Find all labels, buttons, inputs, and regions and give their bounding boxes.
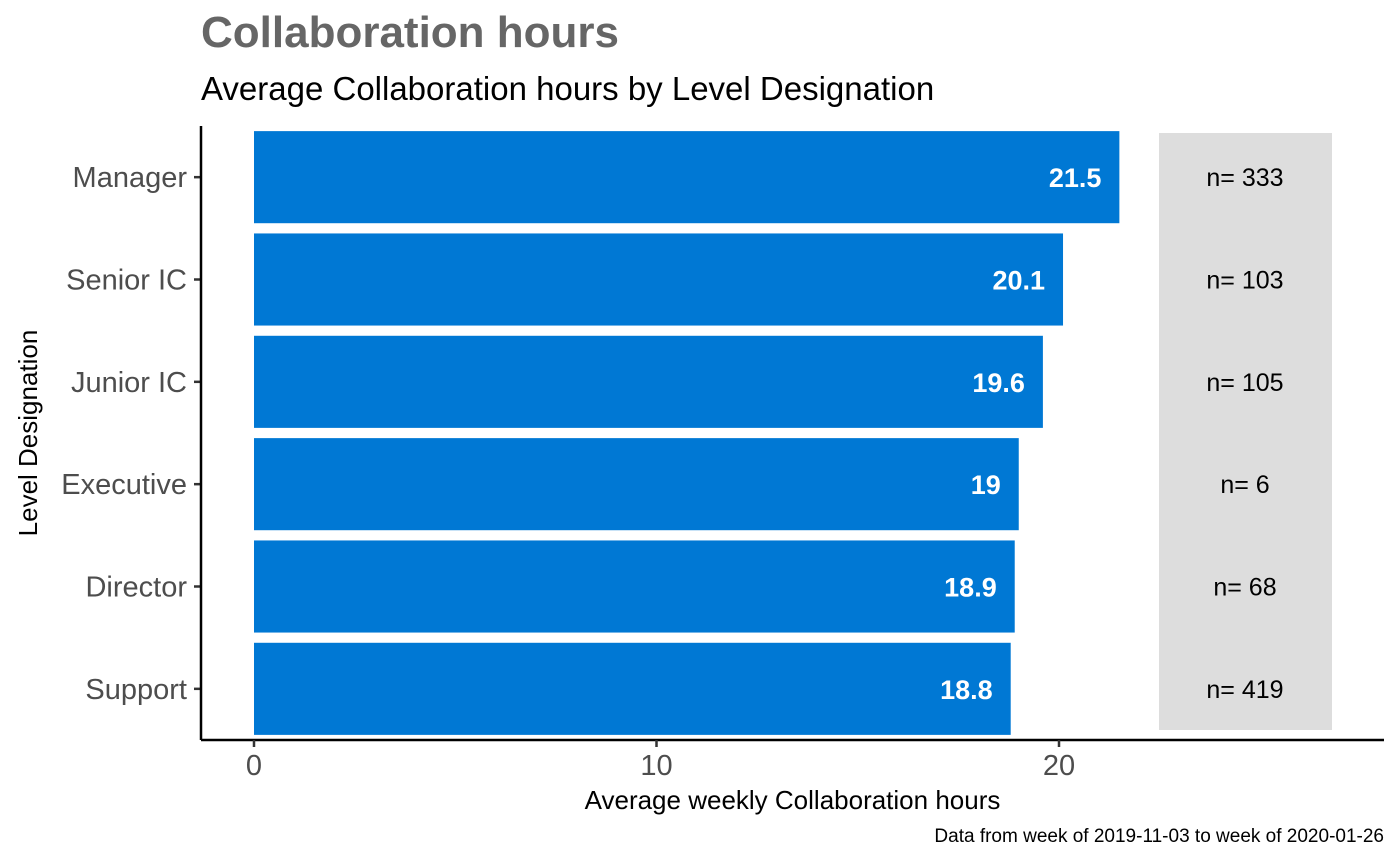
bar [254,540,1015,633]
y-tick-label: Support [85,674,187,706]
bar [254,131,1120,224]
n-count-panel [1159,133,1332,730]
n-count-label: n= 419 [1206,676,1283,704]
bar-value-label: 20.1 [992,266,1045,296]
x-tick-label: 0 [246,750,262,782]
bar-value-label: 18.9 [944,573,997,603]
bar [254,335,1043,428]
x-tick-label: 20 [1043,750,1075,782]
y-tick-label: Director [85,572,187,604]
bar [254,233,1064,326]
n-count-label: n= 68 [1213,574,1276,602]
chart-title: Collaboration hours [201,8,619,57]
bar-value-label: 19.6 [972,368,1025,398]
x-axis-title: Average weekly Collaboration hours [585,785,1001,815]
bar [254,438,1019,531]
y-tick-label: Executive [61,469,187,501]
n-count-label: n= 333 [1206,164,1283,192]
bar-value-label: 18.8 [940,675,993,705]
y-tick-label: Senior IC [66,265,187,297]
y-axis-title: Level Designation [13,330,43,537]
y-tick-label: Junior IC [71,367,187,399]
y-tick-label: Manager [73,162,188,194]
x-tick-label: 10 [640,750,672,782]
n-count-label: n= 103 [1206,267,1283,295]
n-count-label: n= 6 [1220,471,1269,499]
chart-caption: Data from week of 2019-11-03 to week of … [934,826,1384,847]
bar-value-label: 19 [971,470,1001,500]
n-count-label: n= 105 [1206,369,1283,397]
bar [254,642,1011,735]
chart-subtitle: Average Collaboration hours by Level Des… [201,70,935,107]
bar-value-label: 21.5 [1049,163,1102,193]
